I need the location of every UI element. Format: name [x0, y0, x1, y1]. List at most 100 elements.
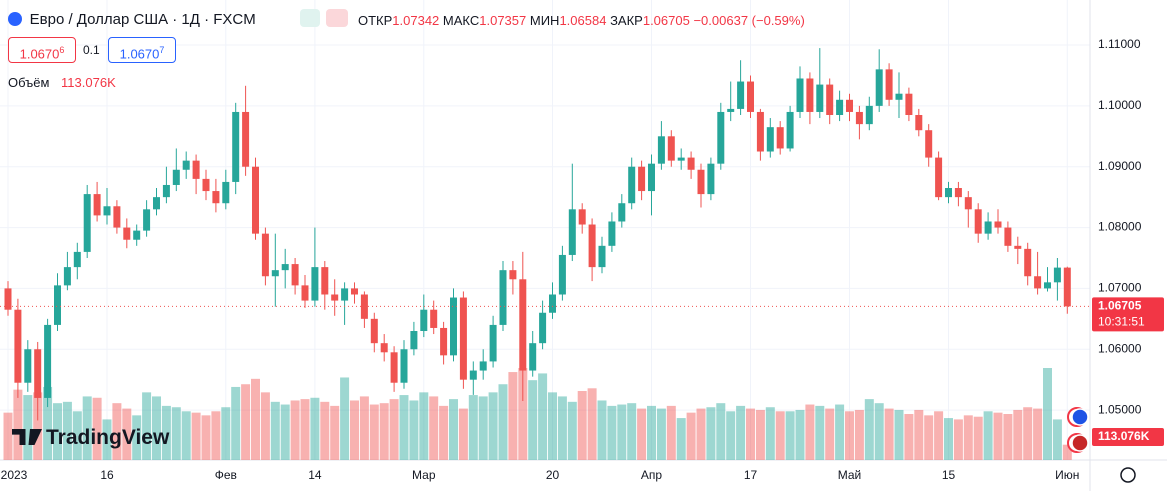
volume-bar — [241, 384, 251, 460]
volume-bar — [1003, 414, 1013, 460]
candle-body — [677, 157, 685, 161]
volume-bar — [577, 391, 587, 460]
candle-body — [162, 184, 170, 198]
volume-bar — [884, 408, 894, 460]
candle-body — [271, 270, 279, 277]
volume-bar — [191, 412, 201, 460]
candle-body — [1044, 282, 1051, 289]
volume-bar — [944, 418, 953, 460]
volume-bar — [647, 405, 656, 460]
candle-body — [1053, 267, 1061, 283]
candle-body — [1004, 227, 1012, 246]
candle-body — [34, 349, 42, 398]
candle-body — [558, 254, 566, 295]
spread: 0.1 — [83, 43, 100, 57]
candle-body — [796, 78, 804, 112]
candle-body — [351, 288, 358, 295]
ohlc-row: ОТКР1.07342 МАКС1.07357 МИН1.06584 ЗАКР1… — [358, 13, 805, 28]
volume-bar — [498, 384, 508, 460]
candle-body — [618, 203, 626, 222]
candle-body — [935, 157, 943, 198]
volume-bar — [211, 411, 221, 460]
candle-body — [4, 288, 12, 310]
candle-body — [865, 105, 873, 125]
volume-bar — [429, 396, 439, 460]
candle-body — [459, 297, 467, 380]
volume-bar — [666, 405, 676, 460]
x-tick-label: Апр — [641, 468, 663, 482]
volume-bar — [894, 409, 904, 460]
candle-body — [242, 111, 250, 167]
volume-bar — [637, 408, 647, 460]
volume-bar — [825, 408, 835, 460]
volume-bar — [845, 411, 854, 460]
logo[interactable]: TradingView — [12, 426, 169, 450]
candle-body — [252, 166, 259, 234]
event-flag — [1071, 434, 1089, 452]
volume-label: Объём — [8, 75, 50, 90]
x-tick-label: Июн — [1055, 468, 1079, 482]
delay-pill[interactable] — [325, 9, 348, 27]
logo-text: TradingView — [46, 426, 170, 449]
price-badge — [1092, 297, 1164, 332]
volume-value: 113.076K — [61, 75, 116, 90]
volume-bar — [914, 409, 924, 460]
logo-icon — [12, 429, 42, 445]
volume-bar — [983, 411, 993, 460]
volume-bar — [310, 397, 320, 460]
candle-body — [509, 270, 517, 280]
volume-bar — [864, 399, 874, 460]
volume-bar — [449, 399, 458, 460]
candle-body — [410, 331, 418, 350]
ask-pip: 7 — [159, 45, 165, 55]
buy-button[interactable]: 1.06707 — [108, 37, 176, 63]
candle-body — [905, 93, 913, 115]
volume-bar — [1052, 419, 1062, 460]
open-value: 1.07342 — [392, 13, 440, 28]
candle-body — [855, 111, 863, 125]
volume-bar — [92, 397, 102, 460]
volume-bar — [122, 408, 132, 460]
volume-bar — [132, 415, 142, 460]
candle-body — [133, 230, 141, 240]
candle-body — [885, 69, 893, 100]
candle-body — [608, 221, 616, 246]
price-badge-time: 10:31:51 — [1098, 315, 1145, 329]
candle-body — [83, 194, 91, 252]
volume-bar — [656, 408, 666, 460]
volume-bar — [765, 407, 775, 460]
x-tick-label: Мар — [412, 468, 436, 482]
candle-body — [143, 209, 151, 231]
volume-bar — [1013, 409, 1023, 460]
market-open-pill[interactable] — [300, 9, 320, 27]
volume-badge — [1092, 428, 1164, 446]
volume-bar — [736, 405, 746, 460]
volume-bar — [676, 418, 686, 460]
candle-body — [93, 194, 101, 216]
volume-bar — [746, 408, 755, 460]
candle-body — [687, 157, 695, 170]
candle-body — [1014, 245, 1022, 249]
volume-bar — [102, 419, 112, 460]
candle-body — [925, 130, 933, 158]
volume-bar — [795, 409, 805, 460]
close-label: ЗАКР — [610, 13, 643, 28]
candle-body — [400, 349, 408, 383]
x-tick-label: 16 — [100, 468, 114, 482]
event-flag — [1071, 408, 1089, 426]
candle-body — [73, 251, 81, 268]
volume-bar — [755, 409, 765, 460]
sell-button[interactable]: 1.06706 — [8, 37, 76, 63]
volume-bar — [528, 380, 538, 460]
volume-bar — [231, 386, 241, 460]
volume-bar — [359, 396, 369, 460]
open-label: ОТКР — [358, 13, 393, 28]
symbol[interactable]: Евро / Доллар США · 1Д · FXCM — [29, 11, 256, 28]
candle-body — [539, 312, 547, 344]
volume-bar — [607, 405, 617, 460]
candle-body — [1024, 248, 1032, 277]
volume-bar — [1062, 444, 1072, 460]
settings-icon[interactable] — [1120, 467, 1136, 483]
volume-bar — [854, 409, 864, 460]
